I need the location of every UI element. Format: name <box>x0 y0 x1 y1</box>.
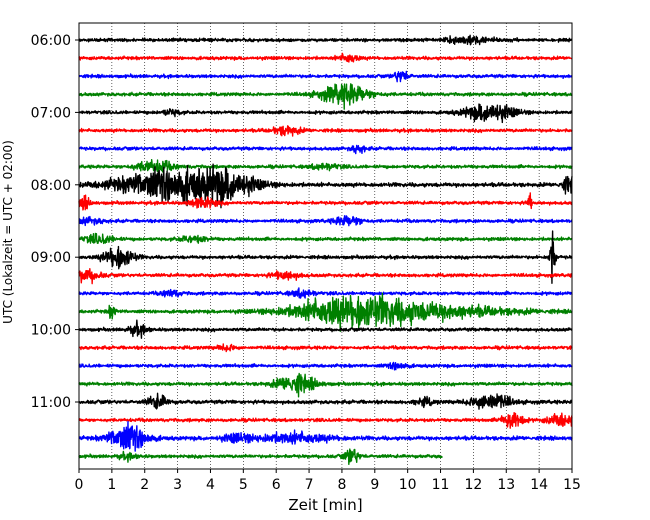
x-axis-ticks: 0 1 2 3 4 5 6 7 8 9 10 11 12 13 14 15 <box>75 469 581 493</box>
x-tick-label: 14 <box>530 477 548 493</box>
y-tick-label: 10:00 <box>31 323 71 339</box>
trace-line <box>78 292 573 333</box>
trace-line <box>78 70 573 83</box>
trace-line <box>78 192 573 211</box>
trace-line <box>78 83 573 110</box>
x-tick-label: 1 <box>107 477 116 493</box>
x-tick-label: 6 <box>272 477 281 493</box>
x-tick-label: 4 <box>206 477 215 493</box>
trace-line <box>78 52 573 63</box>
x-tick-label: 7 <box>305 477 314 493</box>
plot-frame <box>78 22 573 470</box>
x-tick-label: 12 <box>464 477 482 493</box>
trace-line <box>78 125 573 137</box>
trace-line <box>78 420 573 452</box>
trace-line <box>78 163 573 209</box>
y-axis-label: UTC (Lokalzeit = UTC + 02:00) <box>1 140 15 324</box>
x-tick-label: 9 <box>370 477 379 493</box>
trace-line <box>78 361 573 371</box>
trace-line <box>78 343 573 353</box>
trace-line <box>78 215 573 227</box>
x-tick-label: 13 <box>497 477 515 493</box>
trace-line <box>78 230 573 284</box>
trace-line <box>78 268 573 285</box>
x-axis-label: Zeit [min] <box>288 496 362 514</box>
y-tick-label: 09:00 <box>31 250 71 266</box>
y-tick-label: 06:00 <box>31 33 71 49</box>
x-tick-label: 5 <box>239 477 248 493</box>
x-tick-label: 8 <box>337 477 346 493</box>
trace-line <box>78 392 573 410</box>
x-tick-label: 3 <box>173 477 182 493</box>
x-tick-label: 0 <box>75 477 84 493</box>
seismic-traces <box>78 34 573 466</box>
x-tick-label: 15 <box>563 477 581 493</box>
trace-line <box>78 158 573 173</box>
trace-line <box>78 372 573 398</box>
y-axis-ticks: 06:00 07:00 08:00 09:00 10:00 11:00 <box>31 33 79 411</box>
y-tick-label: 11:00 <box>31 395 71 411</box>
x-tick-label: 11 <box>432 477 450 493</box>
trace-line <box>78 287 573 299</box>
x-tick-label: 2 <box>140 477 149 493</box>
y-tick-label: 07:00 <box>31 105 71 121</box>
trace-line <box>78 232 573 245</box>
trace-line <box>78 412 573 429</box>
x-tick-label: 10 <box>399 477 417 493</box>
trace-line <box>78 144 573 155</box>
trace-line <box>78 319 573 339</box>
trace-line <box>78 448 443 466</box>
trace-line <box>78 34 573 46</box>
trace-line <box>78 103 573 124</box>
vertical-grid <box>111 23 540 469</box>
y-tick-label: 08:00 <box>31 178 71 194</box>
